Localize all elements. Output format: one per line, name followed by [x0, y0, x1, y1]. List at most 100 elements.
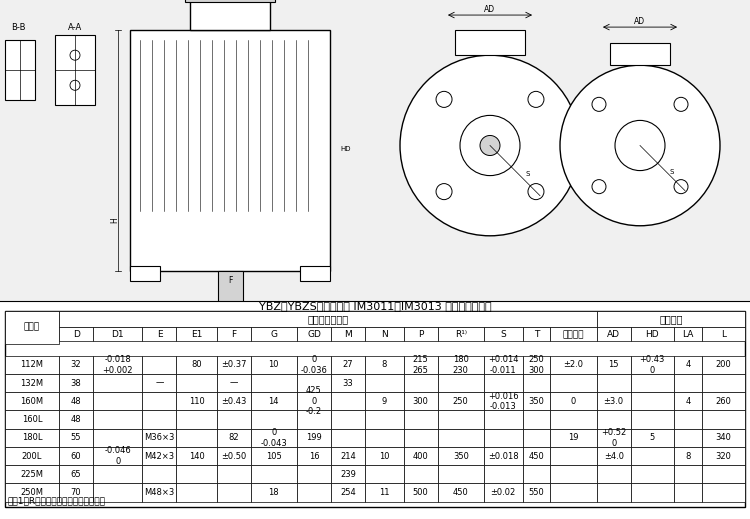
- Bar: [297, 465, 331, 484]
- Text: P: P: [418, 330, 423, 339]
- Bar: [631, 484, 674, 502]
- Bar: [365, 484, 404, 502]
- Bar: [176, 356, 217, 374]
- Text: AD: AD: [634, 17, 646, 26]
- Bar: [142, 327, 176, 342]
- Bar: [365, 374, 404, 392]
- Bar: [702, 465, 745, 484]
- Text: 4: 4: [686, 360, 691, 370]
- Bar: [597, 356, 631, 374]
- Text: 11: 11: [379, 488, 389, 497]
- Bar: [297, 392, 331, 411]
- Bar: [217, 465, 250, 484]
- Text: S: S: [525, 171, 530, 176]
- Bar: [484, 374, 523, 392]
- Text: M: M: [344, 330, 352, 339]
- Text: 500: 500: [413, 488, 428, 497]
- Text: 机座号: 机座号: [24, 323, 40, 332]
- Bar: [597, 374, 631, 392]
- Bar: [59, 465, 93, 484]
- Text: —: —: [230, 378, 238, 388]
- Bar: [331, 392, 365, 411]
- Text: 180
230: 180 230: [453, 355, 469, 375]
- Bar: [251, 374, 297, 392]
- Text: 200: 200: [716, 360, 731, 370]
- Text: 16: 16: [309, 452, 320, 460]
- Bar: [365, 392, 404, 411]
- Bar: [297, 484, 331, 502]
- Text: —: —: [155, 378, 164, 388]
- Bar: [217, 429, 250, 447]
- Bar: [550, 327, 597, 342]
- Text: 425
0
-0.2: 425 0 -0.2: [306, 387, 322, 416]
- Bar: [331, 429, 365, 447]
- Text: R¹⁾: R¹⁾: [454, 330, 466, 339]
- Bar: [59, 374, 93, 392]
- Text: 105: 105: [266, 452, 282, 460]
- Text: ±0.02: ±0.02: [490, 488, 516, 497]
- Bar: [674, 465, 702, 484]
- Bar: [251, 392, 297, 411]
- Bar: [674, 374, 702, 392]
- Bar: [93, 374, 142, 392]
- Circle shape: [560, 65, 720, 226]
- Bar: [523, 465, 550, 484]
- Bar: [5, 465, 59, 484]
- Bar: [484, 411, 523, 429]
- Bar: [631, 356, 674, 374]
- Bar: [93, 465, 142, 484]
- Text: 260: 260: [716, 397, 731, 406]
- Bar: [523, 447, 550, 465]
- Circle shape: [615, 120, 665, 171]
- Bar: [523, 484, 550, 502]
- Bar: [597, 327, 631, 342]
- Bar: [550, 465, 597, 484]
- Bar: [404, 411, 437, 429]
- Bar: [674, 484, 702, 502]
- Bar: [93, 411, 142, 429]
- Text: 48: 48: [70, 415, 82, 424]
- Bar: [59, 447, 93, 465]
- Bar: [404, 429, 437, 447]
- Bar: [300, 266, 330, 281]
- Text: 112M: 112M: [20, 360, 44, 370]
- Bar: [217, 356, 250, 374]
- Bar: [251, 465, 297, 484]
- Text: 82: 82: [228, 433, 239, 442]
- Bar: [550, 429, 597, 447]
- Bar: [176, 429, 217, 447]
- Bar: [674, 392, 702, 411]
- Text: 48: 48: [70, 397, 82, 406]
- Text: 19: 19: [568, 433, 579, 442]
- Text: 0
-0.043: 0 -0.043: [260, 428, 287, 447]
- Bar: [93, 356, 142, 374]
- Circle shape: [674, 98, 688, 112]
- Text: 38: 38: [70, 378, 82, 388]
- Bar: [523, 327, 550, 342]
- Text: 8: 8: [382, 360, 387, 370]
- Bar: [142, 465, 176, 484]
- Text: 8: 8: [686, 452, 691, 460]
- Bar: [176, 411, 217, 429]
- Bar: [631, 447, 674, 465]
- Text: 214: 214: [340, 452, 356, 460]
- Text: M36×3: M36×3: [144, 433, 175, 442]
- Bar: [610, 43, 670, 65]
- Bar: [297, 327, 331, 342]
- Bar: [59, 327, 93, 342]
- Text: 450: 450: [453, 488, 469, 497]
- Text: 33: 33: [343, 378, 353, 388]
- Text: 0: 0: [571, 397, 576, 406]
- Circle shape: [436, 91, 452, 107]
- Text: YBZ、YBZS系列电动机 IM3011、IM3013 外形及安装尺寸: YBZ、YBZS系列电动机 IM3011、IM3013 外形及安装尺寸: [259, 301, 491, 311]
- Bar: [523, 356, 550, 374]
- Bar: [59, 429, 93, 447]
- Text: A-A: A-A: [68, 23, 82, 32]
- Bar: [331, 327, 365, 342]
- Bar: [484, 392, 523, 411]
- Circle shape: [70, 80, 80, 90]
- Bar: [176, 447, 217, 465]
- Text: 140: 140: [189, 452, 205, 460]
- Text: HD: HD: [646, 330, 659, 339]
- Text: 160L: 160L: [22, 415, 42, 424]
